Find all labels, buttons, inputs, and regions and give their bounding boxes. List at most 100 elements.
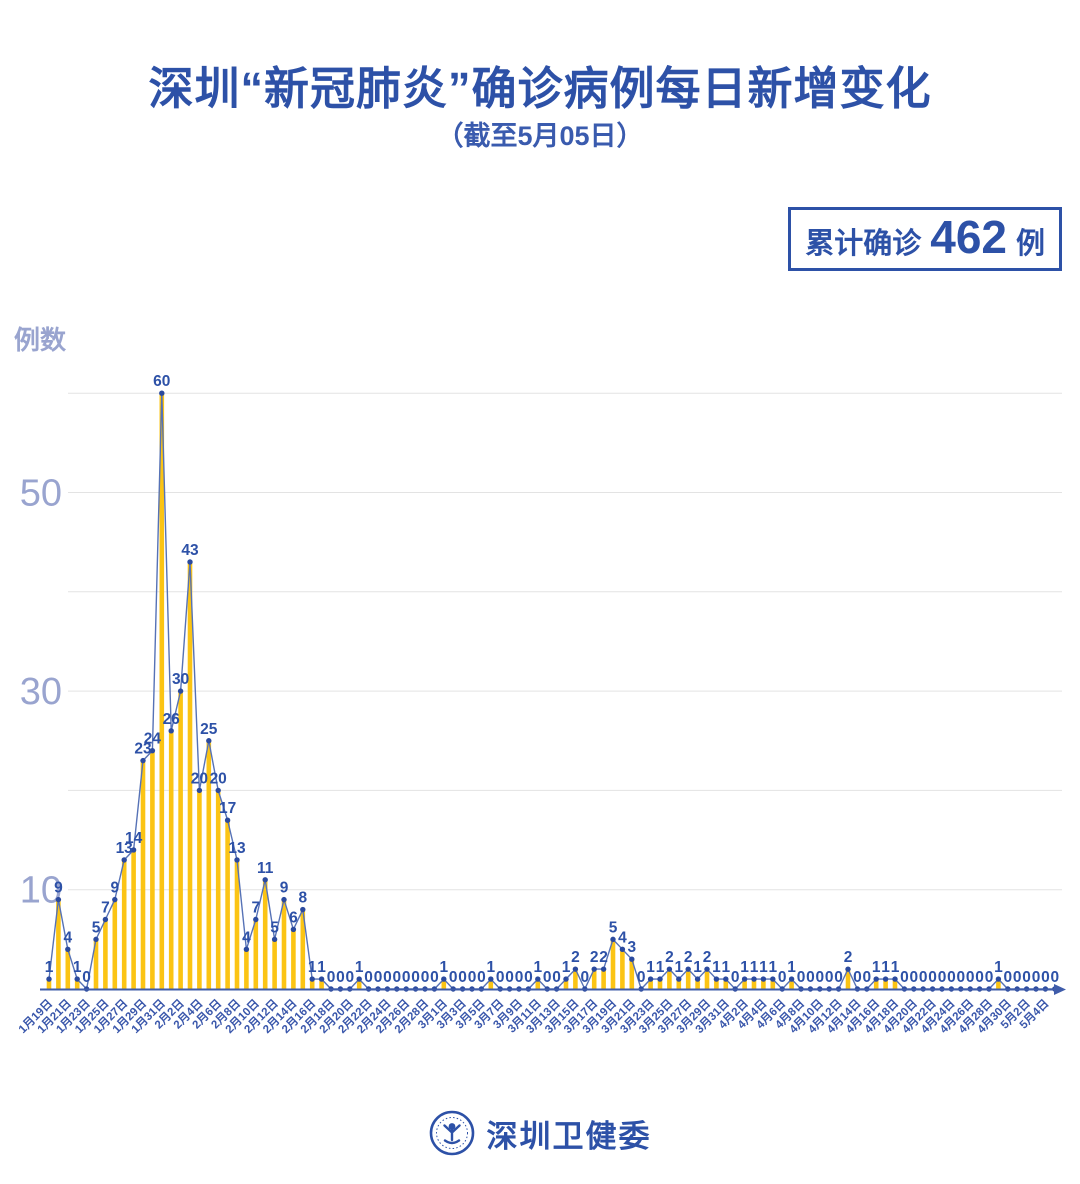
svg-text:50: 50 bbox=[20, 473, 62, 515]
svg-text:2: 2 bbox=[590, 949, 599, 966]
svg-text:0: 0 bbox=[458, 969, 467, 986]
svg-text:1: 1 bbox=[45, 959, 54, 976]
svg-text:0: 0 bbox=[383, 969, 392, 986]
svg-text:0: 0 bbox=[1032, 969, 1041, 986]
svg-text:11: 11 bbox=[257, 860, 274, 877]
x-tick-labels: 1月19日1月21日1月23日1月25日1月27日1月29日1月31日2月2日2… bbox=[16, 997, 1051, 1036]
svg-text:0: 0 bbox=[1050, 969, 1059, 986]
svg-text:0: 0 bbox=[552, 969, 561, 986]
svg-text:5: 5 bbox=[270, 919, 279, 936]
svg-text:0: 0 bbox=[928, 969, 937, 986]
svg-text:23: 23 bbox=[134, 741, 152, 758]
svg-text:9: 9 bbox=[110, 880, 119, 897]
svg-text:2: 2 bbox=[599, 949, 608, 966]
svg-text:17: 17 bbox=[219, 800, 236, 817]
svg-text:0: 0 bbox=[825, 969, 834, 986]
page-subtitle: （截至5月05日） bbox=[436, 121, 644, 151]
svg-text:8: 8 bbox=[298, 890, 307, 907]
svg-text:0: 0 bbox=[468, 969, 477, 986]
svg-text:1: 1 bbox=[759, 959, 768, 976]
svg-text:1: 1 bbox=[721, 959, 730, 976]
svg-text:2: 2 bbox=[844, 949, 853, 966]
svg-text:14: 14 bbox=[125, 830, 143, 847]
svg-text:2: 2 bbox=[684, 949, 693, 966]
svg-text:20: 20 bbox=[191, 770, 208, 787]
svg-text:4: 4 bbox=[63, 929, 72, 946]
svg-text:0: 0 bbox=[392, 969, 401, 986]
svg-text:0: 0 bbox=[1013, 969, 1022, 986]
x-axis-arrow-icon bbox=[1054, 984, 1066, 995]
svg-text:0: 0 bbox=[806, 969, 815, 986]
shenzhen-health-commission-emblem-icon bbox=[429, 1110, 474, 1156]
svg-text:4: 4 bbox=[618, 929, 627, 946]
svg-text:1: 1 bbox=[740, 959, 749, 976]
svg-text:3: 3 bbox=[627, 939, 636, 956]
svg-text:0: 0 bbox=[336, 969, 345, 986]
svg-text:25: 25 bbox=[200, 721, 218, 738]
svg-text:0: 0 bbox=[364, 969, 373, 986]
svg-text:1: 1 bbox=[712, 959, 721, 976]
svg-text:0: 0 bbox=[853, 969, 862, 986]
y-tick-labels: 10 30 50 bbox=[20, 473, 62, 912]
value-labels: 1941057913142324602630432025201713471159… bbox=[45, 373, 1059, 986]
svg-text:1: 1 bbox=[646, 959, 655, 976]
daily-new-cases-chart: 1030501941057913142324602630432025201713… bbox=[16, 373, 1066, 1036]
svg-text:0: 0 bbox=[975, 969, 984, 986]
svg-text:0: 0 bbox=[496, 969, 505, 986]
svg-text:9: 9 bbox=[54, 880, 63, 897]
svg-text:0: 0 bbox=[449, 969, 458, 986]
svg-text:2: 2 bbox=[703, 949, 712, 966]
svg-text:7: 7 bbox=[101, 899, 110, 916]
svg-text:5: 5 bbox=[92, 919, 101, 936]
svg-text:0: 0 bbox=[834, 969, 843, 986]
svg-text:0: 0 bbox=[797, 969, 806, 986]
badge-unit: 例 bbox=[1015, 228, 1045, 260]
svg-text:1: 1 bbox=[317, 959, 326, 976]
svg-text:0: 0 bbox=[900, 969, 909, 986]
badge-value: 462 bbox=[930, 211, 1007, 263]
svg-text:2: 2 bbox=[571, 949, 580, 966]
svg-text:0: 0 bbox=[909, 969, 918, 986]
svg-text:0: 0 bbox=[515, 969, 524, 986]
svg-text:6: 6 bbox=[289, 909, 298, 926]
svg-text:1: 1 bbox=[768, 959, 777, 976]
svg-text:0: 0 bbox=[477, 969, 486, 986]
svg-text:0: 0 bbox=[421, 969, 430, 986]
svg-text:9: 9 bbox=[280, 880, 289, 897]
svg-text:0: 0 bbox=[505, 969, 514, 986]
svg-text:1: 1 bbox=[533, 959, 542, 976]
svg-text:5: 5 bbox=[609, 919, 618, 936]
svg-text:0: 0 bbox=[956, 969, 965, 986]
svg-text:26: 26 bbox=[163, 711, 181, 728]
svg-text:0: 0 bbox=[430, 969, 439, 986]
svg-text:60: 60 bbox=[153, 373, 170, 390]
svg-text:43: 43 bbox=[181, 542, 199, 559]
svg-text:0: 0 bbox=[731, 969, 740, 986]
svg-text:0: 0 bbox=[327, 969, 336, 986]
gridlines bbox=[68, 392, 1062, 891]
svg-text:1: 1 bbox=[872, 959, 881, 976]
svg-text:24: 24 bbox=[144, 731, 162, 748]
svg-text:1: 1 bbox=[439, 959, 448, 976]
svg-text:0: 0 bbox=[345, 969, 354, 986]
footer-org-name: 深圳卫健委 bbox=[486, 1118, 652, 1154]
svg-text:0: 0 bbox=[543, 969, 552, 986]
page-title: 深圳“新冠肺炎”确诊病例每日新增变化 bbox=[148, 63, 932, 114]
badge-label: 累计确诊 bbox=[805, 228, 922, 260]
svg-text:1: 1 bbox=[994, 959, 1003, 976]
svg-text:1: 1 bbox=[355, 959, 364, 976]
svg-text:0: 0 bbox=[374, 969, 383, 986]
bars-group bbox=[46, 393, 1001, 989]
cumulative-total-badge: 累计确诊 462 例 bbox=[788, 207, 1062, 271]
svg-text:0: 0 bbox=[947, 969, 956, 986]
svg-text:1: 1 bbox=[787, 959, 796, 976]
svg-text:0: 0 bbox=[1003, 969, 1012, 986]
svg-text:20: 20 bbox=[210, 770, 227, 787]
footer: 深圳卫健委 bbox=[0, 1110, 1080, 1156]
svg-text:0: 0 bbox=[1022, 969, 1031, 986]
svg-text:0: 0 bbox=[815, 969, 824, 986]
svg-text:0: 0 bbox=[1041, 969, 1050, 986]
svg-text:1: 1 bbox=[891, 959, 900, 976]
svg-text:0: 0 bbox=[402, 969, 411, 986]
